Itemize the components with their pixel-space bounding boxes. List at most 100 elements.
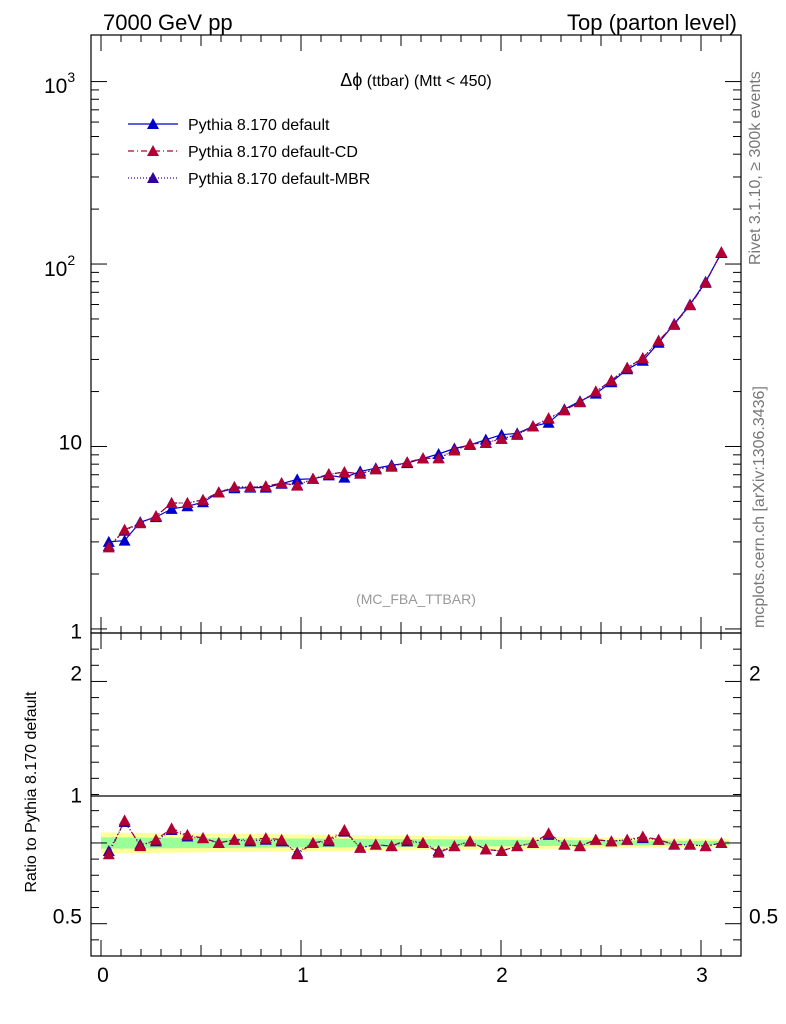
y-tick-label-100-exp: 2 [67,252,75,268]
ratio-marker-series-0 [542,827,555,839]
main-marker-series-1 [197,493,209,505]
main-marker-series-1 [605,374,618,386]
main-series-markers [102,246,728,553]
ratio-marker-series-0 [605,835,618,847]
main-marker-series-1 [244,480,257,492]
ratio-marker-series-0 [699,840,712,852]
ratio-panel: 2 1 0.5 2 0.5 0 1 2 3 Ratio to Pythia 8.… [23,632,778,987]
ratio-marker-series-0 [715,836,728,848]
main-marker-series-1 [511,428,524,440]
main-marker-series-1 [118,523,131,535]
title-symbol: Δϕ [340,70,362,90]
ratio-marker-series-0 [369,838,382,850]
main-marker-series-1 [448,444,461,456]
y-tick-label-100-base: 10 [44,258,67,281]
ratio-series-lines [108,819,722,856]
ratio-marker-series-0 [322,833,335,845]
main-marker-series-1 [385,460,398,472]
ratio-marker-series-0 [479,843,492,855]
main-line-series-2 [108,252,722,547]
main-marker-series-1 [574,396,586,408]
main-axis-ticks [91,35,741,633]
ratio-marker-series-0 [448,840,461,852]
main-series-lines [108,252,722,548]
ratio-marker-series-0 [652,833,665,845]
ratio-marker-series-0 [401,833,414,845]
ratio-y-tick-05-left: 0.5 [53,906,82,929]
ratio-marker-series-0 [102,848,115,860]
ratio-marker-series-0 [338,824,351,836]
ratio-marker-series-0 [621,833,634,845]
ratio-marker-series-0 [464,835,476,847]
ratio-marker-series-0 [668,838,681,850]
x-tick-label-1: 1 [297,964,309,987]
ratio-marker-series-0 [495,845,508,857]
ratio-marker-series-0 [134,840,147,852]
legend-label-mbr: Pythia 8.170 default-MBR [188,171,370,188]
ratio-marker-series-0 [574,840,586,852]
main-marker-series-1 [212,486,225,498]
main-marker-series-1 [417,452,429,464]
main-marker-series-1 [542,412,555,424]
ratio-marker-series-0 [511,840,524,852]
legend-label-default: Pythia 8.170 default [188,117,330,134]
rivet-label: Rivet 3.1.10, ≥ 300k events [747,71,764,265]
legend: Pythia 8.170 default Pythia 8.170 defaul… [128,117,370,188]
ratio-marker-series-0 [527,836,539,848]
main-marker-series-1 [432,452,445,464]
ratio-y-tick-2-left: 2 [70,663,82,686]
legend-marker-cd [147,145,159,156]
main-marker-series-1 [102,541,115,553]
ratio-y-axis-label: Ratio to Pythia 8.170 default [23,691,40,893]
y-tick-label-10: 10 [59,432,82,455]
ratio-y-tick-2-right: 2 [749,663,761,686]
ratio-marker-series-0 [307,836,319,848]
main-marker-series-1 [479,436,492,448]
main-marker-series-1 [668,318,681,330]
main-marker-series-1 [134,517,147,529]
ratio-marker-series-0 [228,833,241,845]
x-tick-label-0: 0 [97,964,109,987]
ratio-marker-series-0 [385,840,398,852]
ratio-marker-series-0 [636,830,649,842]
main-marker-series-1 [165,497,178,509]
main-marker-series-1 [699,276,712,288]
main-marker-series-1 [259,480,272,492]
source-label: mcplots.cern.ch [arXiv:1306.3436] [751,386,768,628]
x-tick-label-2: 2 [496,964,508,987]
ratio-line-series-1 [108,820,722,854]
ratio-y-tick-1-left: 1 [70,785,82,808]
main-panel: 1 10 102 103 Δϕ (ttbar) (Mtt < 450) (MC_… [44,34,742,644]
main-marker-series-1 [715,246,728,258]
legend-entry-cd: Pythia 8.170 default-CD [128,144,358,161]
main-marker-series-1 [275,477,288,489]
main-marker-series-1 [150,510,162,522]
ratio-uncertainty-bands [101,832,729,854]
legend-entry-default: Pythia 8.170 default [128,117,330,134]
ratio-marker-series-0 [417,836,429,848]
main-marker-series-1 [369,463,382,475]
title-rest: (ttbar) (Mtt < 450) [362,73,491,90]
main-marker-series-1 [636,352,649,364]
main-marker-series-0 [118,534,131,546]
main-marker-series-1 [558,404,571,416]
ratio-marker-series-0 [150,833,162,845]
ratio-marker-series-0 [589,833,602,845]
main-chart-title: Δϕ (ttbar) (Mtt < 450) [340,70,491,90]
main-marker-series-1 [354,467,367,479]
ratio-marker-series-0 [354,841,367,853]
ratio-marker-series-0 [684,838,696,850]
ratio-line-series-0 [108,819,722,856]
ratio-marker-series-0 [197,832,209,844]
header-left: 7000 GeV pp [103,10,233,35]
main-marker-series-1 [322,468,335,480]
ratio-marker-series-0 [275,833,288,845]
y-tick-label-1000-base: 10 [44,75,67,98]
main-marker-series-1 [621,361,634,373]
main-marker-series-1 [291,479,304,491]
main-marker-series-1 [181,497,194,509]
ratio-marker-series-0 [244,833,257,845]
main-marker-series-1 [307,472,319,484]
main-marker-series-1 [401,456,414,468]
